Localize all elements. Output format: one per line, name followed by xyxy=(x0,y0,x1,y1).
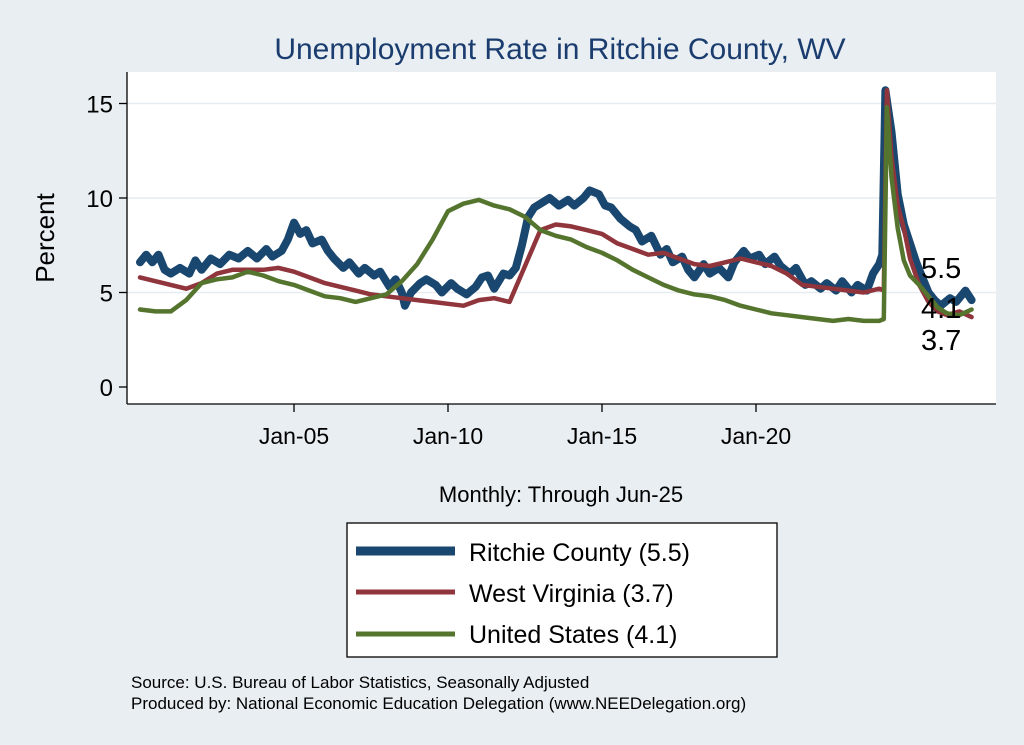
x-tick-label: Jan-05 xyxy=(259,423,329,449)
x-tick-label: Jan-15 xyxy=(567,423,637,449)
end-label-united-states: 4.1 xyxy=(921,293,961,325)
y-axis-ticks: 0 5 10 15 xyxy=(86,92,127,402)
x-axis-ticks: Jan-05 Jan-10 Jan-15 Jan-20 xyxy=(259,404,791,449)
series-line-west-virginia xyxy=(137,88,974,320)
legend-label-west-virginia: West Virginia (3.7) xyxy=(469,580,674,608)
y-tick-label: 10 xyxy=(86,186,113,213)
y-tick-label: 0 xyxy=(100,375,113,402)
y-tick-label: 5 xyxy=(100,281,113,308)
source-note-line-1: Source: U.S. Bureau of Labor Statistics,… xyxy=(131,673,589,692)
legend-label-ritchie-county: Ritchie County (5.5) xyxy=(469,539,690,567)
series-layer xyxy=(136,86,976,324)
y-axis-label: Percent xyxy=(30,192,60,282)
end-label-ritchie-county: 5.5 xyxy=(921,253,961,285)
series-line-united-states xyxy=(137,105,974,324)
legend: Ritchie County (5.5) West Virginia (3.7)… xyxy=(346,522,778,658)
x-tick-label: Jan-10 xyxy=(413,423,483,449)
y-tick-label: 15 xyxy=(86,92,113,119)
legend-label-united-states: United States (4.1) xyxy=(469,621,677,649)
x-tick-label: Jan-20 xyxy=(721,423,791,449)
source-note-line-2: Produced by: National Economic Education… xyxy=(131,694,746,713)
chart-title: Unemployment Rate in Ritchie County, WV xyxy=(274,33,845,66)
end-label-west-virginia: 3.7 xyxy=(921,325,961,357)
x-axis-label: Monthly: Through Jun-25 xyxy=(439,482,683,507)
